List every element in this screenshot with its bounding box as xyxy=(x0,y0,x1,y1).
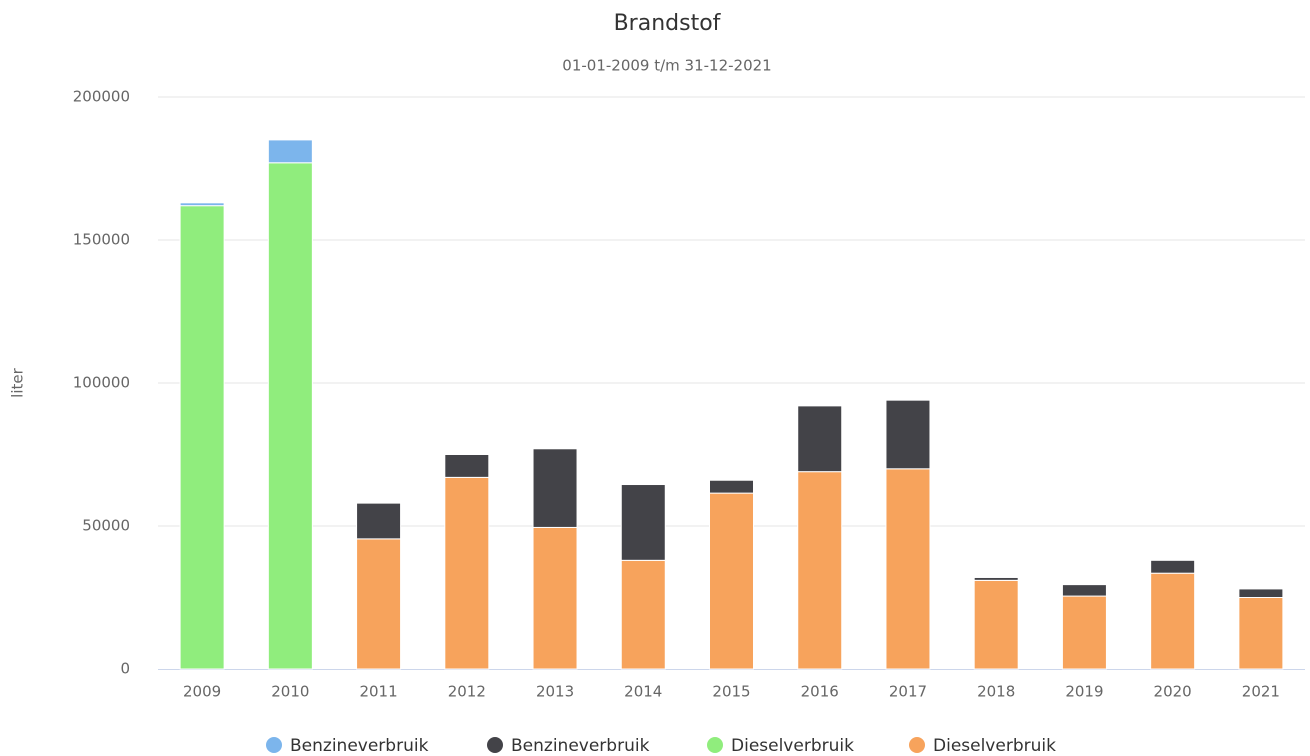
x-tick-label: 2012 xyxy=(448,683,486,701)
bar-segment xyxy=(1238,588,1284,598)
legend-marker xyxy=(909,737,925,753)
y-tick-label: 150000 xyxy=(73,231,130,249)
x-tick-label: 2017 xyxy=(889,683,927,701)
legend-marker xyxy=(266,737,282,753)
x-tick-label: 2016 xyxy=(801,683,839,701)
bar-segment xyxy=(620,484,666,561)
bar-segment xyxy=(709,492,754,670)
legend-label: Benzineverbruik xyxy=(290,736,429,756)
bar-segment xyxy=(532,526,578,670)
bar-segment xyxy=(532,448,578,528)
y-tick-label: 100000 xyxy=(73,374,130,392)
legend-marker xyxy=(707,737,723,753)
bar-segment xyxy=(797,405,843,473)
bar-segment xyxy=(1150,572,1196,670)
bar-segment xyxy=(885,399,931,470)
bar-segment xyxy=(885,468,931,670)
bar-segment xyxy=(444,454,490,478)
bar-segment xyxy=(973,579,1019,670)
bar-segment xyxy=(444,476,490,670)
x-tick-label: 2010 xyxy=(271,683,309,701)
chart-subtitle: 01-01-2009 t/m 31-12-2021 xyxy=(562,57,771,75)
bar-segment xyxy=(356,502,402,540)
y-axis-label: liter xyxy=(9,367,27,397)
bar-segment xyxy=(179,202,225,207)
x-tick-label: 2011 xyxy=(359,683,397,701)
bar-segment xyxy=(797,471,843,670)
x-tick-label: 2018 xyxy=(977,683,1015,701)
bar-segment xyxy=(620,559,666,670)
legend-label: Dieselverbruik xyxy=(731,736,854,756)
bar-segment xyxy=(267,139,313,164)
chart-title: Brandstof xyxy=(614,11,722,36)
bar-segment xyxy=(1238,597,1284,670)
bar-segment xyxy=(709,479,754,494)
bar-segment xyxy=(973,576,1019,581)
legend-marker xyxy=(487,737,503,753)
bar-segment xyxy=(179,205,225,670)
x-tick-label: 2021 xyxy=(1242,683,1280,701)
bar-segment xyxy=(356,538,402,670)
x-tick-label: 2013 xyxy=(536,683,574,701)
x-tick-label: 2014 xyxy=(624,683,662,701)
bar-segment xyxy=(1061,584,1107,597)
bar-segment xyxy=(1150,559,1196,574)
bar-segment xyxy=(267,162,313,670)
x-tick-label: 2015 xyxy=(712,683,750,701)
y-tick-label: 50000 xyxy=(82,517,130,535)
x-tick-label: 2009 xyxy=(183,683,221,701)
legend-label: Benzineverbruik xyxy=(511,736,650,756)
x-tick-label: 2020 xyxy=(1154,683,1192,701)
y-tick-label: 0 xyxy=(120,660,130,678)
legend-label: Dieselverbruik xyxy=(933,736,1056,756)
x-tick-label: 2019 xyxy=(1065,683,1103,701)
y-tick-label: 200000 xyxy=(73,88,130,106)
bar-segment xyxy=(1061,595,1107,670)
